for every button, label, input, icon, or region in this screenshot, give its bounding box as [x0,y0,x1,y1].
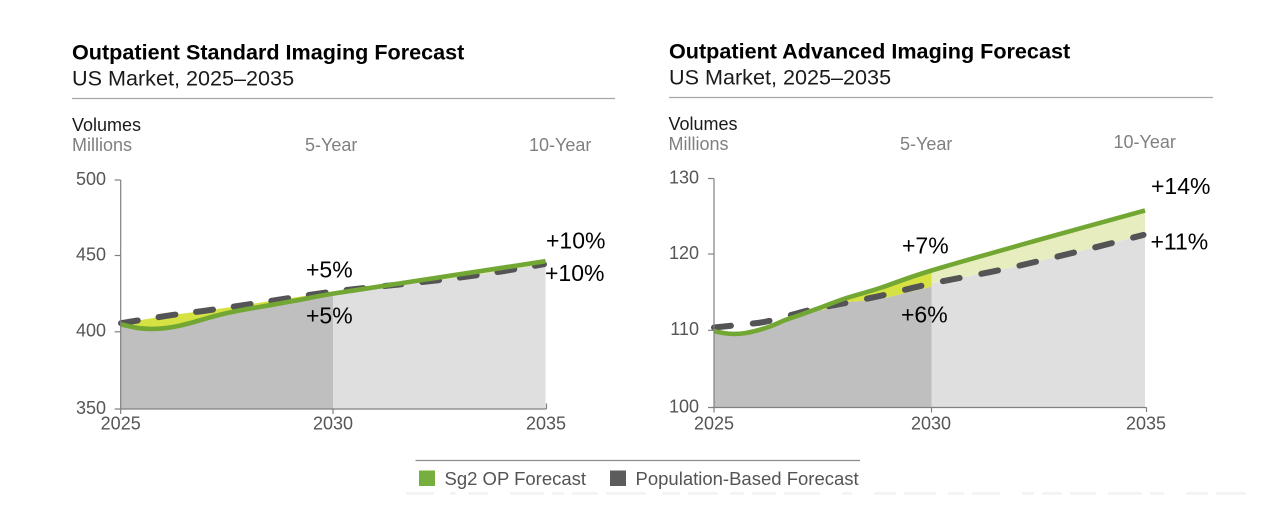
svg-text:400: 400 [76,321,106,341]
svg-text:Volumes: Volumes [669,114,738,134]
svg-text:110: 110 [670,319,699,339]
svg-text:10-Year: 10-Year [1114,132,1176,152]
svg-text:+7%: +7% [902,233,949,259]
svg-text:2025: 2025 [694,414,734,434]
svg-text:Outpatient Advanced Imaging Fo: Outpatient Advanced Imaging Forecast [669,39,1070,64]
svg-text:350: 350 [76,398,106,418]
svg-text:2025: 2025 [101,414,141,434]
svg-text:2035: 2035 [1126,414,1166,434]
svg-text:+5%: +5% [306,303,353,329]
svg-text:US Market, 2025–2035: US Market, 2025–2035 [669,64,891,89]
svg-text:2030: 2030 [313,414,353,434]
svg-text:Sg2 OP Forecast: Sg2 OP Forecast [445,468,587,489]
svg-text:120: 120 [669,243,699,263]
svg-text:100: 100 [669,396,699,416]
svg-text:10-Year: 10-Year [529,135,591,155]
svg-text:5-Year: 5-Year [305,135,357,155]
svg-text:US Market, 2025–2035: US Market, 2025–2035 [72,65,294,90]
svg-text:450: 450 [76,244,106,264]
svg-text:130: 130 [669,167,699,187]
svg-text:Population-Based Forecast: Population-Based Forecast [636,468,859,489]
svg-text:2035: 2035 [526,414,566,434]
svg-text:Millions: Millions [669,134,729,154]
svg-text:+5%: +5% [306,257,353,283]
svg-text:500: 500 [76,169,106,189]
svg-text:Volumes: Volumes [72,115,141,135]
svg-text:Outpatient Standard Imaging Fo: Outpatient Standard Imaging Forecast [72,40,464,65]
svg-text:+11%: +11% [1151,229,1209,255]
svg-text:5-Year: 5-Year [900,134,952,154]
svg-text:2030: 2030 [911,414,951,434]
svg-text:+10%: +10% [545,260,604,286]
svg-text:+14%: +14% [1151,173,1210,199]
svg-text:+6%: +6% [901,302,948,328]
svg-text:Millions: Millions [72,135,132,155]
svg-text:+10%: +10% [546,228,605,254]
